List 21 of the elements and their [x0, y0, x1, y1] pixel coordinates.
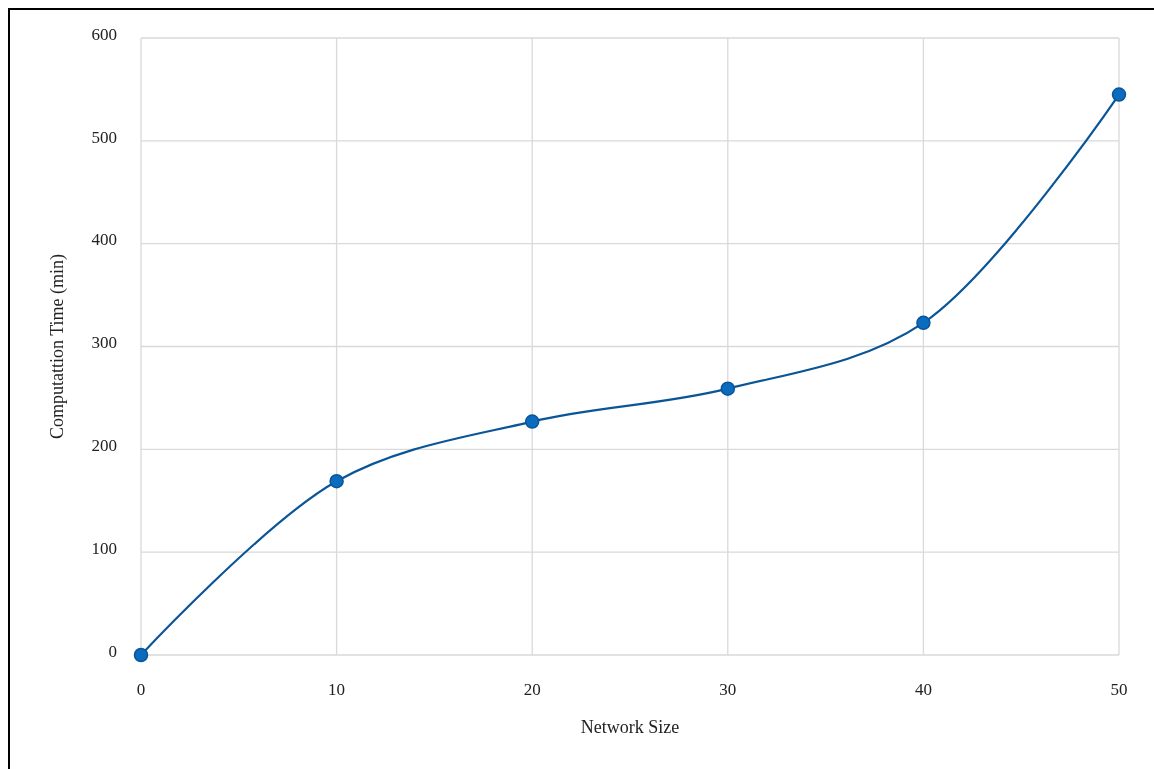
y-tick-label: 0 [108, 641, 117, 661]
point [916, 315, 931, 331]
point [329, 473, 344, 489]
point [1111, 87, 1127, 102]
y-tick-label: 200 [91, 436, 117, 456]
x-tick-label: 0 [136, 680, 146, 699]
y-tick-label: 300 [91, 333, 117, 353]
x-tick-label: 30 [719, 680, 737, 699]
y-tick-label: 400 [91, 230, 117, 250]
y-tick-label: 500 [91, 127, 117, 147]
y-axis-title: Computattion Time (min) [47, 253, 68, 440]
point [720, 381, 736, 396]
point [133, 647, 149, 663]
point [524, 414, 540, 429]
x-tick-label: 10 [328, 680, 346, 699]
x-tick-label: 20 [523, 680, 541, 699]
x-tick-label: 40 [914, 680, 932, 699]
y-tick-label: 100 [91, 538, 117, 558]
x-tick-label: 50 [1110, 680, 1128, 699]
x-axis-title: Network Size [580, 717, 680, 737]
y-tick-label: 600 [91, 24, 117, 44]
